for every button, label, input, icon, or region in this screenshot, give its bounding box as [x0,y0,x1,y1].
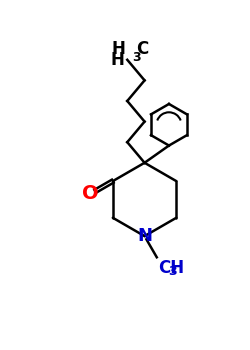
Text: H: H [112,40,125,58]
Text: O: O [82,184,99,203]
Text: C: C [136,40,149,58]
Text: N: N [137,227,152,245]
Text: 3: 3 [132,51,141,64]
Text: CH: CH [158,259,184,276]
Text: H: H [111,51,125,69]
Text: 3: 3 [168,265,177,278]
